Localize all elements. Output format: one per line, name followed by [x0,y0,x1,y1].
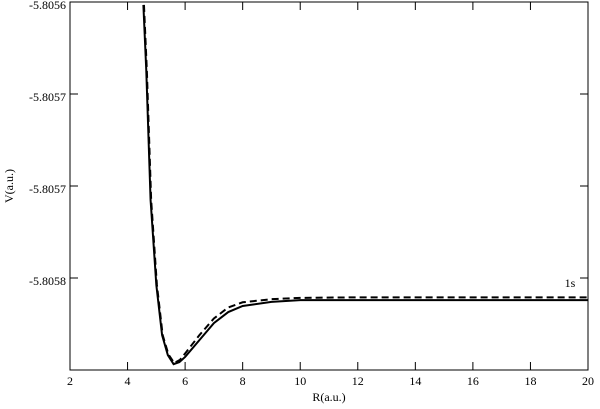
x-tick-label: 16 [467,374,479,388]
x-tick-label: 20 [582,374,594,388]
annotation: 1s [565,276,576,290]
x-tick-label: 18 [524,374,536,388]
line-series [142,4,588,366]
x-tick-label: 4 [125,374,131,388]
x-tick-label: 8 [240,374,246,388]
y-tick-label: -5.8057 [29,90,66,104]
x-tick-label: 14 [409,374,421,388]
x-tick-label: 10 [294,374,306,388]
plot-frame [69,1,589,371]
x-tick-label: 12 [352,374,364,388]
x-tick-label: 6 [182,374,188,388]
line-series [142,4,588,365]
y-tick-label: -5.8058 [29,274,66,288]
y-tick-label: -5.8057 [29,182,66,196]
y-axis-title: V(a.u.) [2,169,16,203]
x-axis-title: R(a.u.) [312,390,345,404]
y-tick-label: -5.8056 [29,0,66,12]
x-tick-label: 2 [67,374,73,388]
